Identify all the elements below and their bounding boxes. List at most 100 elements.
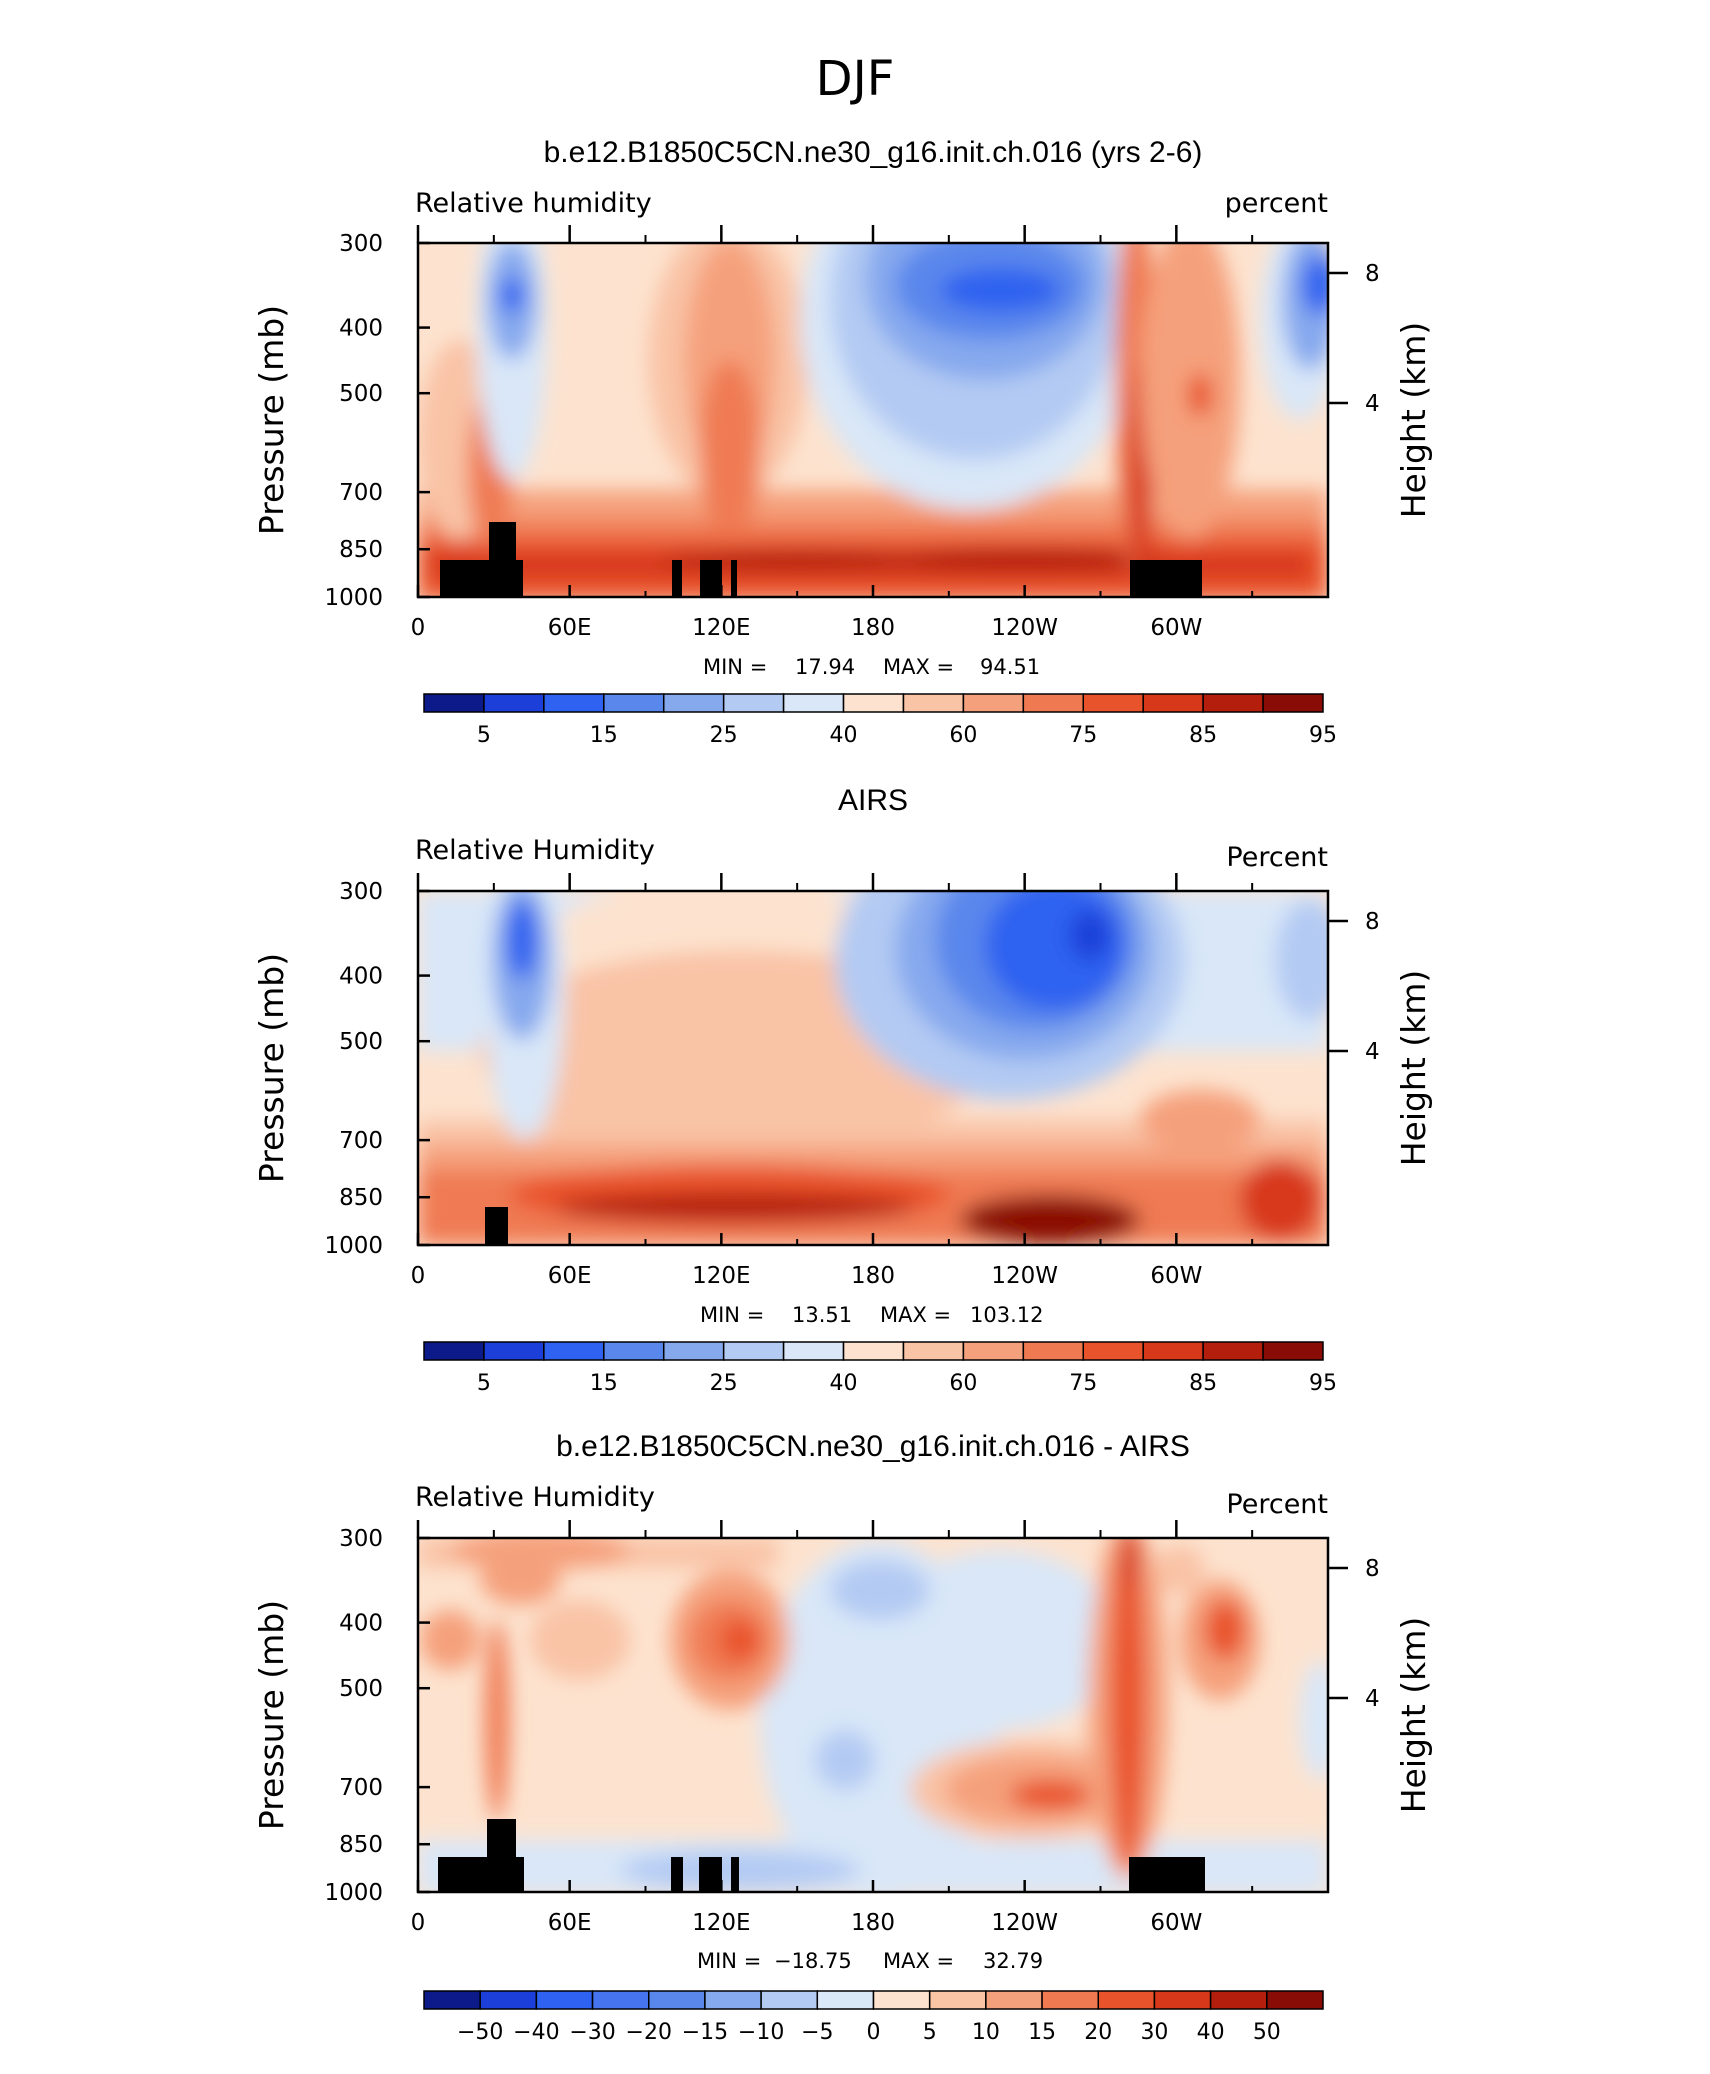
colorbar-label: 85 bbox=[1189, 1371, 1217, 1396]
y-tick-label: 400 bbox=[339, 316, 383, 342]
x-tick-label: 60E bbox=[548, 615, 592, 641]
colorbar-swatch bbox=[842, 693, 905, 713]
colorbar-label: 60 bbox=[949, 1371, 977, 1396]
colorbar-swatch bbox=[722, 1341, 785, 1361]
panel-title: AIRS bbox=[838, 784, 908, 817]
colorbar-swatch bbox=[423, 1341, 485, 1361]
contour-field bbox=[418, 891, 1328, 1245]
variable-label: Relative humidity bbox=[415, 188, 652, 219]
colorbar-label: 40 bbox=[830, 723, 858, 748]
colorbar-swatch bbox=[662, 1341, 725, 1361]
units-label: Percent bbox=[1226, 1489, 1328, 1520]
colorbar-swatch bbox=[1266, 1990, 1324, 2010]
max-label: MAX = bbox=[880, 1303, 951, 1327]
colorbar-label: 10 bbox=[972, 2020, 1000, 2045]
max-value: 94.51 bbox=[980, 655, 1040, 679]
y-tick-label: 1000 bbox=[324, 1880, 383, 1906]
variable-label: Relative Humidity bbox=[415, 835, 655, 866]
units-label: percent bbox=[1225, 188, 1328, 219]
colorbar-label: −10 bbox=[738, 2020, 784, 2045]
colorbar-swatch bbox=[704, 1990, 762, 2010]
colorbar-label: 5 bbox=[923, 2020, 937, 2045]
y2-tick-label: 4 bbox=[1365, 391, 1380, 417]
colorbar-swatch bbox=[928, 1990, 987, 2010]
min-value: −18.75 bbox=[774, 1949, 852, 1973]
colorbar-swatch bbox=[1022, 693, 1085, 713]
x-tick-label: 120W bbox=[991, 615, 1058, 641]
min-max-stats: MIN = −18.75 MAX = 32.79 bbox=[697, 1949, 1043, 1973]
y-tick-label: 300 bbox=[339, 231, 383, 257]
colorbar-swatch bbox=[1041, 1990, 1099, 2010]
y-axis-label: Pressure (mb) bbox=[252, 305, 291, 535]
panel-airs: AIRS Relative Humidity Percent bbox=[252, 784, 1433, 1396]
panel-title: b.e12.B1850C5CN.ne30_g16.init.ch.016 - A… bbox=[556, 1430, 1190, 1463]
colorbar-swatch bbox=[1202, 693, 1264, 713]
y-tick-label: 1000 bbox=[324, 585, 383, 611]
colorbar-swatch bbox=[902, 693, 965, 713]
y-tick-label: 300 bbox=[339, 879, 383, 905]
colorbar-swatch bbox=[782, 693, 845, 713]
min-max-stats: MIN = 17.94 MAX = 94.51 bbox=[703, 655, 1040, 679]
y-tick-label: 500 bbox=[339, 1029, 383, 1055]
colorbar-label: 15 bbox=[1028, 2020, 1056, 2045]
y-tick-label: 1000 bbox=[324, 1233, 383, 1259]
colorbar-swatch bbox=[872, 1990, 931, 2010]
colorbar-swatch bbox=[1142, 693, 1204, 713]
colorbar-swatch bbox=[842, 1341, 905, 1361]
colorbar-swatch bbox=[483, 693, 545, 713]
min-label: MIN = bbox=[703, 655, 767, 679]
y-tick-label: 500 bbox=[339, 381, 383, 407]
x-tick-label: 60E bbox=[548, 1263, 592, 1289]
x-tick-label: 0 bbox=[411, 1910, 426, 1936]
y2-tick-label: 4 bbox=[1365, 1039, 1380, 1065]
colorbar-label: −50 bbox=[457, 2020, 503, 2045]
panel-model: b.e12.B1850C5CN.ne30_g16.init.ch.016 (yr… bbox=[252, 136, 1433, 748]
colorbar-swatch bbox=[1142, 1341, 1204, 1361]
y2-tick-label: 8 bbox=[1365, 1556, 1380, 1582]
max-label: MAX = bbox=[883, 655, 954, 679]
y-tick-label: 400 bbox=[339, 964, 383, 990]
colorbar-swatch bbox=[603, 1341, 665, 1361]
x-tick-label: 60W bbox=[1150, 1910, 1202, 1936]
colorbar-label: 15 bbox=[590, 1371, 618, 1396]
colorbar-label: 30 bbox=[1140, 2020, 1168, 2045]
x-tick-label: 0 bbox=[411, 615, 426, 641]
panel-title: b.e12.B1850C5CN.ne30_g16.init.ch.016 (yr… bbox=[544, 136, 1203, 169]
colorbar-label: 95 bbox=[1309, 723, 1337, 748]
max-value: 32.79 bbox=[983, 1949, 1043, 1973]
x-tick-label: 180 bbox=[851, 1910, 895, 1936]
colorbar-swatch bbox=[535, 1990, 594, 2010]
x-tick-label: 60E bbox=[548, 1910, 592, 1936]
colorbar-swatch bbox=[1262, 1341, 1324, 1361]
colorbar-swatch bbox=[816, 1990, 875, 2010]
x-tick-label: 0 bbox=[411, 1263, 426, 1289]
colorbar-swatch bbox=[423, 1990, 481, 2010]
max-label: MAX = bbox=[883, 1949, 954, 1973]
y-tick-label: 500 bbox=[339, 1676, 383, 1702]
variable-label: Relative Humidity bbox=[415, 1482, 655, 1513]
colorbar-swatch bbox=[662, 693, 725, 713]
x-tick-label: 60W bbox=[1150, 1263, 1202, 1289]
colorbar-label: 40 bbox=[830, 1371, 858, 1396]
y2-axis-label: Height (km) bbox=[1394, 1617, 1433, 1814]
colorbar-label: 0 bbox=[867, 2020, 881, 2045]
y2-tick-label: 4 bbox=[1365, 1686, 1380, 1712]
min-max-stats: MIN = 13.51 MAX = 103.12 bbox=[700, 1303, 1043, 1327]
colorbar-swatch bbox=[760, 1990, 819, 2010]
colorbar-label: 25 bbox=[710, 1371, 738, 1396]
x-tick-label: 120E bbox=[692, 1263, 750, 1289]
colorbar-swatch bbox=[1022, 1341, 1085, 1361]
colorbar-label: −40 bbox=[513, 2020, 559, 2045]
x-tick-label: 120W bbox=[991, 1910, 1058, 1936]
colorbar-label: 5 bbox=[477, 723, 491, 748]
y-tick-label: 700 bbox=[339, 1128, 383, 1154]
colorbar-label: 95 bbox=[1309, 1371, 1337, 1396]
x-tick-label: 180 bbox=[851, 1263, 895, 1289]
x-tick-label: 180 bbox=[851, 615, 895, 641]
y-axis-label: Pressure (mb) bbox=[252, 953, 291, 1183]
colorbar-swatch bbox=[1209, 1990, 1268, 2010]
colorbar-label: 60 bbox=[949, 723, 977, 748]
colorbar-swatch bbox=[1153, 1990, 1212, 2010]
y-tick-label: 300 bbox=[339, 1526, 383, 1552]
